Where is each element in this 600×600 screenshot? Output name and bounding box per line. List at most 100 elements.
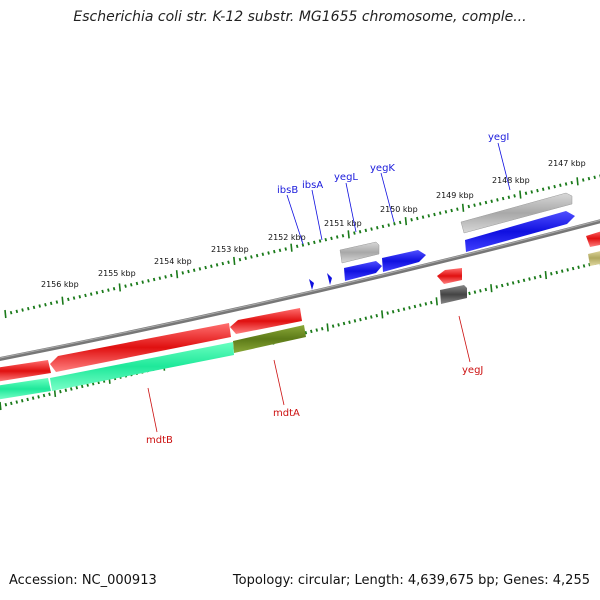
- outer-track-minor-tick: [49, 301, 53, 306]
- outer-track-minor-tick: [438, 211, 442, 215]
- gene-label-ibsB[interactable]: ibsB: [277, 185, 298, 196]
- outer-track-major-tick: [4, 309, 7, 319]
- gene-label-mdtA[interactable]: mdtA: [273, 408, 300, 419]
- gene-yegJ[interactable]: [440, 285, 467, 304]
- outer-track-major-tick: [61, 296, 64, 305]
- gene-mdtB-red[interactable]: [50, 323, 231, 372]
- outer-track-minor-tick: [227, 260, 230, 264]
- gene-label-yegL[interactable]: yegL: [334, 172, 358, 183]
- reverse-genes: [0, 250, 600, 400]
- outer-track-minor-tick: [204, 265, 207, 270]
- accession-text: Accession: NC_000913: [9, 573, 157, 588]
- kbp-label: 2151 kbp: [324, 219, 362, 228]
- inner-track-minor-tick: [315, 328, 319, 332]
- inner-track-minor-tick: [37, 395, 40, 399]
- gene-label-yegI[interactable]: yegI: [488, 132, 509, 143]
- inner-track-minor-tick: [75, 385, 79, 390]
- outer-track-major-tick: [347, 230, 350, 239]
- outer-track-minor-tick: [9, 310, 13, 315]
- gene-yegJ-red[interactable]: [437, 268, 462, 284]
- outer-track-minor-tick: [198, 267, 202, 271]
- inner-track-minor-tick: [375, 313, 379, 318]
- label-leaders: [147, 142, 511, 433]
- gene-label-ibsA[interactable]: ibsA: [302, 180, 323, 191]
- chromosome-backbone: [0, 219, 600, 362]
- inner-track-minor-tick: [539, 274, 542, 279]
- kbp-label: 2156 kbp: [41, 280, 79, 289]
- outer-track-major-tick: [404, 217, 408, 226]
- inner-track-minor-tick: [550, 272, 553, 276]
- gene-yegI[interactable]: [465, 211, 575, 252]
- outer-track-minor-tick: [484, 200, 488, 205]
- outer-track-minor-tick: [273, 249, 276, 254]
- outer-track-minor-tick: [141, 280, 144, 284]
- gene-yegI-gray[interactable]: [460, 192, 573, 234]
- gene-ibsA[interactable]: [327, 273, 332, 285]
- outer-track-minor-tick: [341, 233, 345, 238]
- outer-track-minor-tick: [238, 257, 242, 262]
- outer-track-minor-tick: [524, 191, 528, 195]
- outer-track-major-tick: [175, 270, 179, 279]
- outer-track-minor-tick: [44, 302, 47, 307]
- kbp-label: 2153 kbp: [211, 245, 249, 254]
- outer-track-minor-tick: [490, 199, 493, 203]
- outer-track-minor-tick: [124, 284, 127, 288]
- inner-track-major-tick: [326, 323, 329, 332]
- inner-track-major-tick: [0, 401, 2, 411]
- inner-track-minor-tick: [359, 317, 362, 322]
- outer-track-minor-tick: [261, 252, 265, 257]
- outer-track-minor-tick: [456, 207, 459, 211]
- outer-track-minor-tick: [84, 293, 87, 298]
- gene-right-edge-red[interactable]: [586, 230, 600, 247]
- gene-right-edge-khaki[interactable]: [588, 250, 600, 266]
- gene-yegK[interactable]: [382, 250, 426, 272]
- gene-mdtB[interactable]: [50, 342, 234, 391]
- outer-track-minor-tick: [147, 279, 150, 283]
- inner-track-minor-tick: [582, 264, 586, 268]
- outer-track-minor-tick: [32, 305, 36, 310]
- gene-label-yegK[interactable]: yegK: [370, 163, 395, 174]
- inner-track-minor-tick: [413, 304, 417, 309]
- inner-track-minor-tick: [528, 277, 531, 281]
- gene-left-edge-red[interactable]: [0, 360, 51, 382]
- outer-track-minor-tick: [307, 241, 310, 246]
- outer-track-minor-tick: [507, 195, 511, 199]
- outer-track-minor-tick: [376, 226, 379, 230]
- inner-track-minor-tick: [397, 308, 400, 313]
- outer-track-minor-tick: [587, 176, 591, 181]
- outer-track-minor-tick: [416, 216, 419, 221]
- outer-track-minor-tick: [107, 288, 110, 292]
- outer-track-minor-tick: [38, 304, 41, 308]
- outer-track-minor-tick: [27, 306, 30, 311]
- gene-ibsB[interactable]: [309, 279, 314, 290]
- outer-track-minor-tick: [433, 212, 436, 217]
- outer-track-minor-tick: [387, 223, 390, 227]
- outer-track-minor-tick: [427, 214, 431, 218]
- outer-track-minor-tick: [95, 291, 99, 295]
- inner-track-minor-tick: [555, 270, 559, 275]
- outer-track-minor-tick: [547, 186, 551, 190]
- gene-left-edge-green[interactable]: [0, 378, 51, 400]
- inner-track-minor-tick: [320, 327, 324, 331]
- outer-track-minor-tick: [450, 208, 453, 213]
- outer-track-minor-tick: [559, 183, 562, 188]
- gene-yegL[interactable]: [344, 261, 382, 281]
- gene-label-mdtB[interactable]: mdtB: [146, 435, 173, 446]
- outer-track-major-tick: [461, 203, 465, 212]
- outer-track-minor-tick: [501, 196, 505, 201]
- outer-track-minor-tick: [398, 220, 402, 225]
- outer-track-minor-tick: [467, 204, 471, 209]
- inner-track-major-tick: [490, 284, 493, 293]
- inner-track-minor-tick: [588, 262, 591, 267]
- gene-label-yegJ[interactable]: yegJ: [462, 365, 483, 376]
- kbp-label: 2155 kbp: [98, 269, 136, 278]
- gene-mdtA-red[interactable]: [230, 308, 302, 334]
- inner-track-minor-tick: [10, 401, 13, 406]
- outer-track-minor-tick: [530, 190, 534, 194]
- gene-yegL-gray[interactable]: [339, 241, 380, 264]
- outer-track-minor-tick: [444, 210, 448, 214]
- gene-mdtA[interactable]: [233, 325, 306, 353]
- inner-track-minor-tick: [430, 300, 433, 305]
- outer-track-minor-tick: [158, 276, 162, 280]
- outer-track-minor-tick: [364, 228, 368, 233]
